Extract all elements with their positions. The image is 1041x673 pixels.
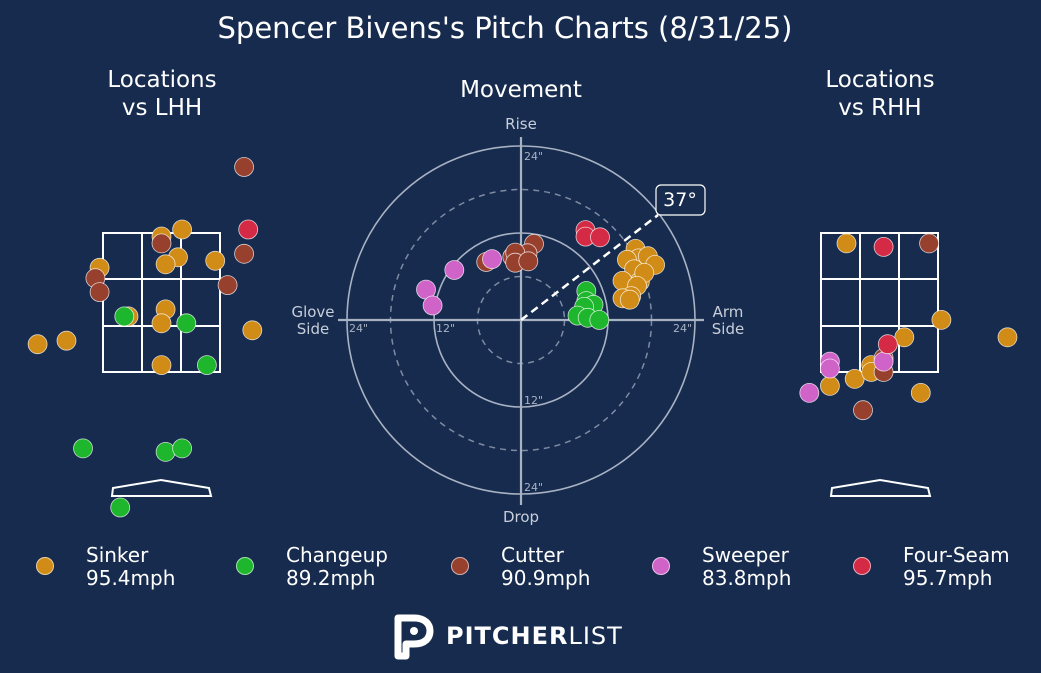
pitch-point-movement-sweeper	[444, 260, 465, 280]
right-panel-title-line2: vs RHH	[838, 95, 921, 121]
pitch-point-rhh-sweeper	[799, 382, 820, 403]
label-rise: Rise	[505, 115, 537, 133]
left-panel-title-line1: Locations	[107, 67, 216, 93]
pitch-point-lhh-sinker	[27, 334, 48, 355]
ring-label-bottom-24: 24"	[524, 481, 543, 494]
legend-name: Sweeper	[702, 543, 789, 567]
pitch-point-lhh-changeup	[172, 438, 193, 459]
left-panel-title-line2: vs LHH	[122, 95, 202, 121]
right-strike-zone	[820, 232, 939, 373]
pitch-point-movement-cutter	[518, 251, 539, 272]
arm-angle-line	[520, 214, 659, 321]
legend-velocity: 95.7mph	[903, 566, 993, 590]
pitch-point-rhh-sweeper	[873, 351, 894, 372]
pitch-point-lhh-sinker	[151, 355, 172, 376]
pitch-point-lhh-changeup	[114, 306, 135, 327]
right-home-plate	[829, 478, 932, 497]
pitch-point-lhh-sinker	[172, 219, 193, 240]
pitch-point-lhh-four-seam	[238, 219, 259, 240]
pitch-point-rhh-sweeper	[820, 358, 840, 379]
pitch-point-lhh-changeup	[155, 441, 176, 462]
legend-name: Changeup	[286, 543, 388, 567]
label-arm-side-1: Arm	[713, 303, 744, 321]
movement-grid	[338, 137, 704, 505]
pitch-point-rhh-four-seam	[877, 334, 898, 355]
legend-swatch-changeup	[236, 557, 254, 575]
pitch-point-lhh-sinker	[242, 320, 263, 341]
pitcherlist-logo-icon	[394, 614, 434, 660]
legend-velocity: 90.9mph	[501, 566, 591, 590]
pitch-point-lhh-changeup	[73, 438, 93, 459]
logo-bold-part: PITCHER	[446, 622, 569, 650]
pitch-point-lhh-cutter	[89, 282, 110, 303]
pitcherlist-wordmark: PITCHERLIST	[446, 622, 623, 650]
pitch-point-lhh-changeup	[196, 355, 217, 376]
left-home-plate	[110, 478, 213, 497]
ring-label-right-24: 24"	[673, 322, 692, 335]
figure-title: Spencer Bivens's Pitch Charts (8/31/25)	[218, 11, 793, 45]
ring-label-bottom-12: 12"	[524, 394, 543, 407]
right-panel-title-line1: Locations	[825, 67, 934, 93]
points-layer	[27, 157, 1018, 518]
ring-labels: 24" 12" 24" 24" 12" 24"	[349, 150, 692, 494]
legend-swatch-sweeper	[652, 557, 670, 575]
pitcherlist-logo: PITCHERLIST	[390, 612, 650, 660]
pitch-point-movement-sweeper	[482, 249, 502, 270]
arm-angle-box	[655, 184, 706, 216]
pitch-point-rhh-four-seam	[873, 236, 894, 257]
legend-name: Four-Seam	[903, 543, 1010, 567]
pitch-point-lhh-sinker	[155, 254, 176, 275]
pitch-point-lhh-sinker	[151, 313, 172, 334]
legend-velocity: 83.8mph	[702, 566, 792, 590]
pitch-point-rhh-sinker	[910, 382, 931, 403]
pitch-point-rhh-cutter	[853, 400, 873, 421]
pitch-point-rhh-sinker	[820, 375, 840, 396]
label-arm-side-2: Side	[712, 320, 744, 338]
legend: Sinker 95.4mph Changeup 89.2mph Cutter 9…	[0, 540, 1041, 600]
legend-swatch-four-seam	[853, 557, 871, 575]
pitch-point-lhh-cutter	[151, 233, 172, 254]
ring-label-left-12: 12"	[436, 322, 455, 335]
pitch-point-lhh-changeup	[176, 313, 197, 334]
pitch-point-lhh-sinker	[56, 330, 77, 351]
label-glove-side-2: Side	[297, 320, 329, 338]
legend-name: Cutter	[501, 543, 564, 567]
logo-light-part: LIST	[568, 622, 623, 650]
arm-angle-label: 37°	[663, 189, 697, 211]
pitch-point-lhh-sinker	[205, 250, 226, 271]
pitch-point-lhh-cutter	[234, 157, 255, 177]
legend-swatch-sinker	[36, 557, 54, 575]
pitch-point-lhh-cutter	[234, 243, 255, 264]
legend-velocity: 89.2mph	[286, 566, 376, 590]
legend-velocity: 95.4mph	[86, 566, 176, 590]
pitch-point-rhh-cutter	[919, 233, 939, 254]
pitch-point-rhh-sinker	[931, 309, 952, 330]
pitch-point-lhh-changeup	[110, 497, 131, 518]
ring-label-left-24: 24"	[349, 322, 368, 335]
pitch-point-lhh-cutter	[217, 275, 238, 296]
legend-name: Sinker	[86, 543, 149, 567]
pitch-point-rhh-sinker	[836, 233, 857, 254]
legend-swatch-cutter	[451, 557, 469, 575]
label-glove-side-1: Glove	[291, 303, 334, 321]
pitch-point-movement-changeup	[589, 310, 610, 330]
pitch-point-movement-sinker	[619, 289, 640, 310]
label-drop: Drop	[503, 508, 539, 526]
movement-title: Movement	[460, 77, 582, 103]
pitch-point-rhh-sinker	[997, 327, 1018, 348]
pitch-point-movement-sweeper	[422, 295, 443, 316]
pitch-point-movement-four-seam	[590, 227, 610, 248]
ring-label-top-24: 24"	[524, 150, 543, 163]
